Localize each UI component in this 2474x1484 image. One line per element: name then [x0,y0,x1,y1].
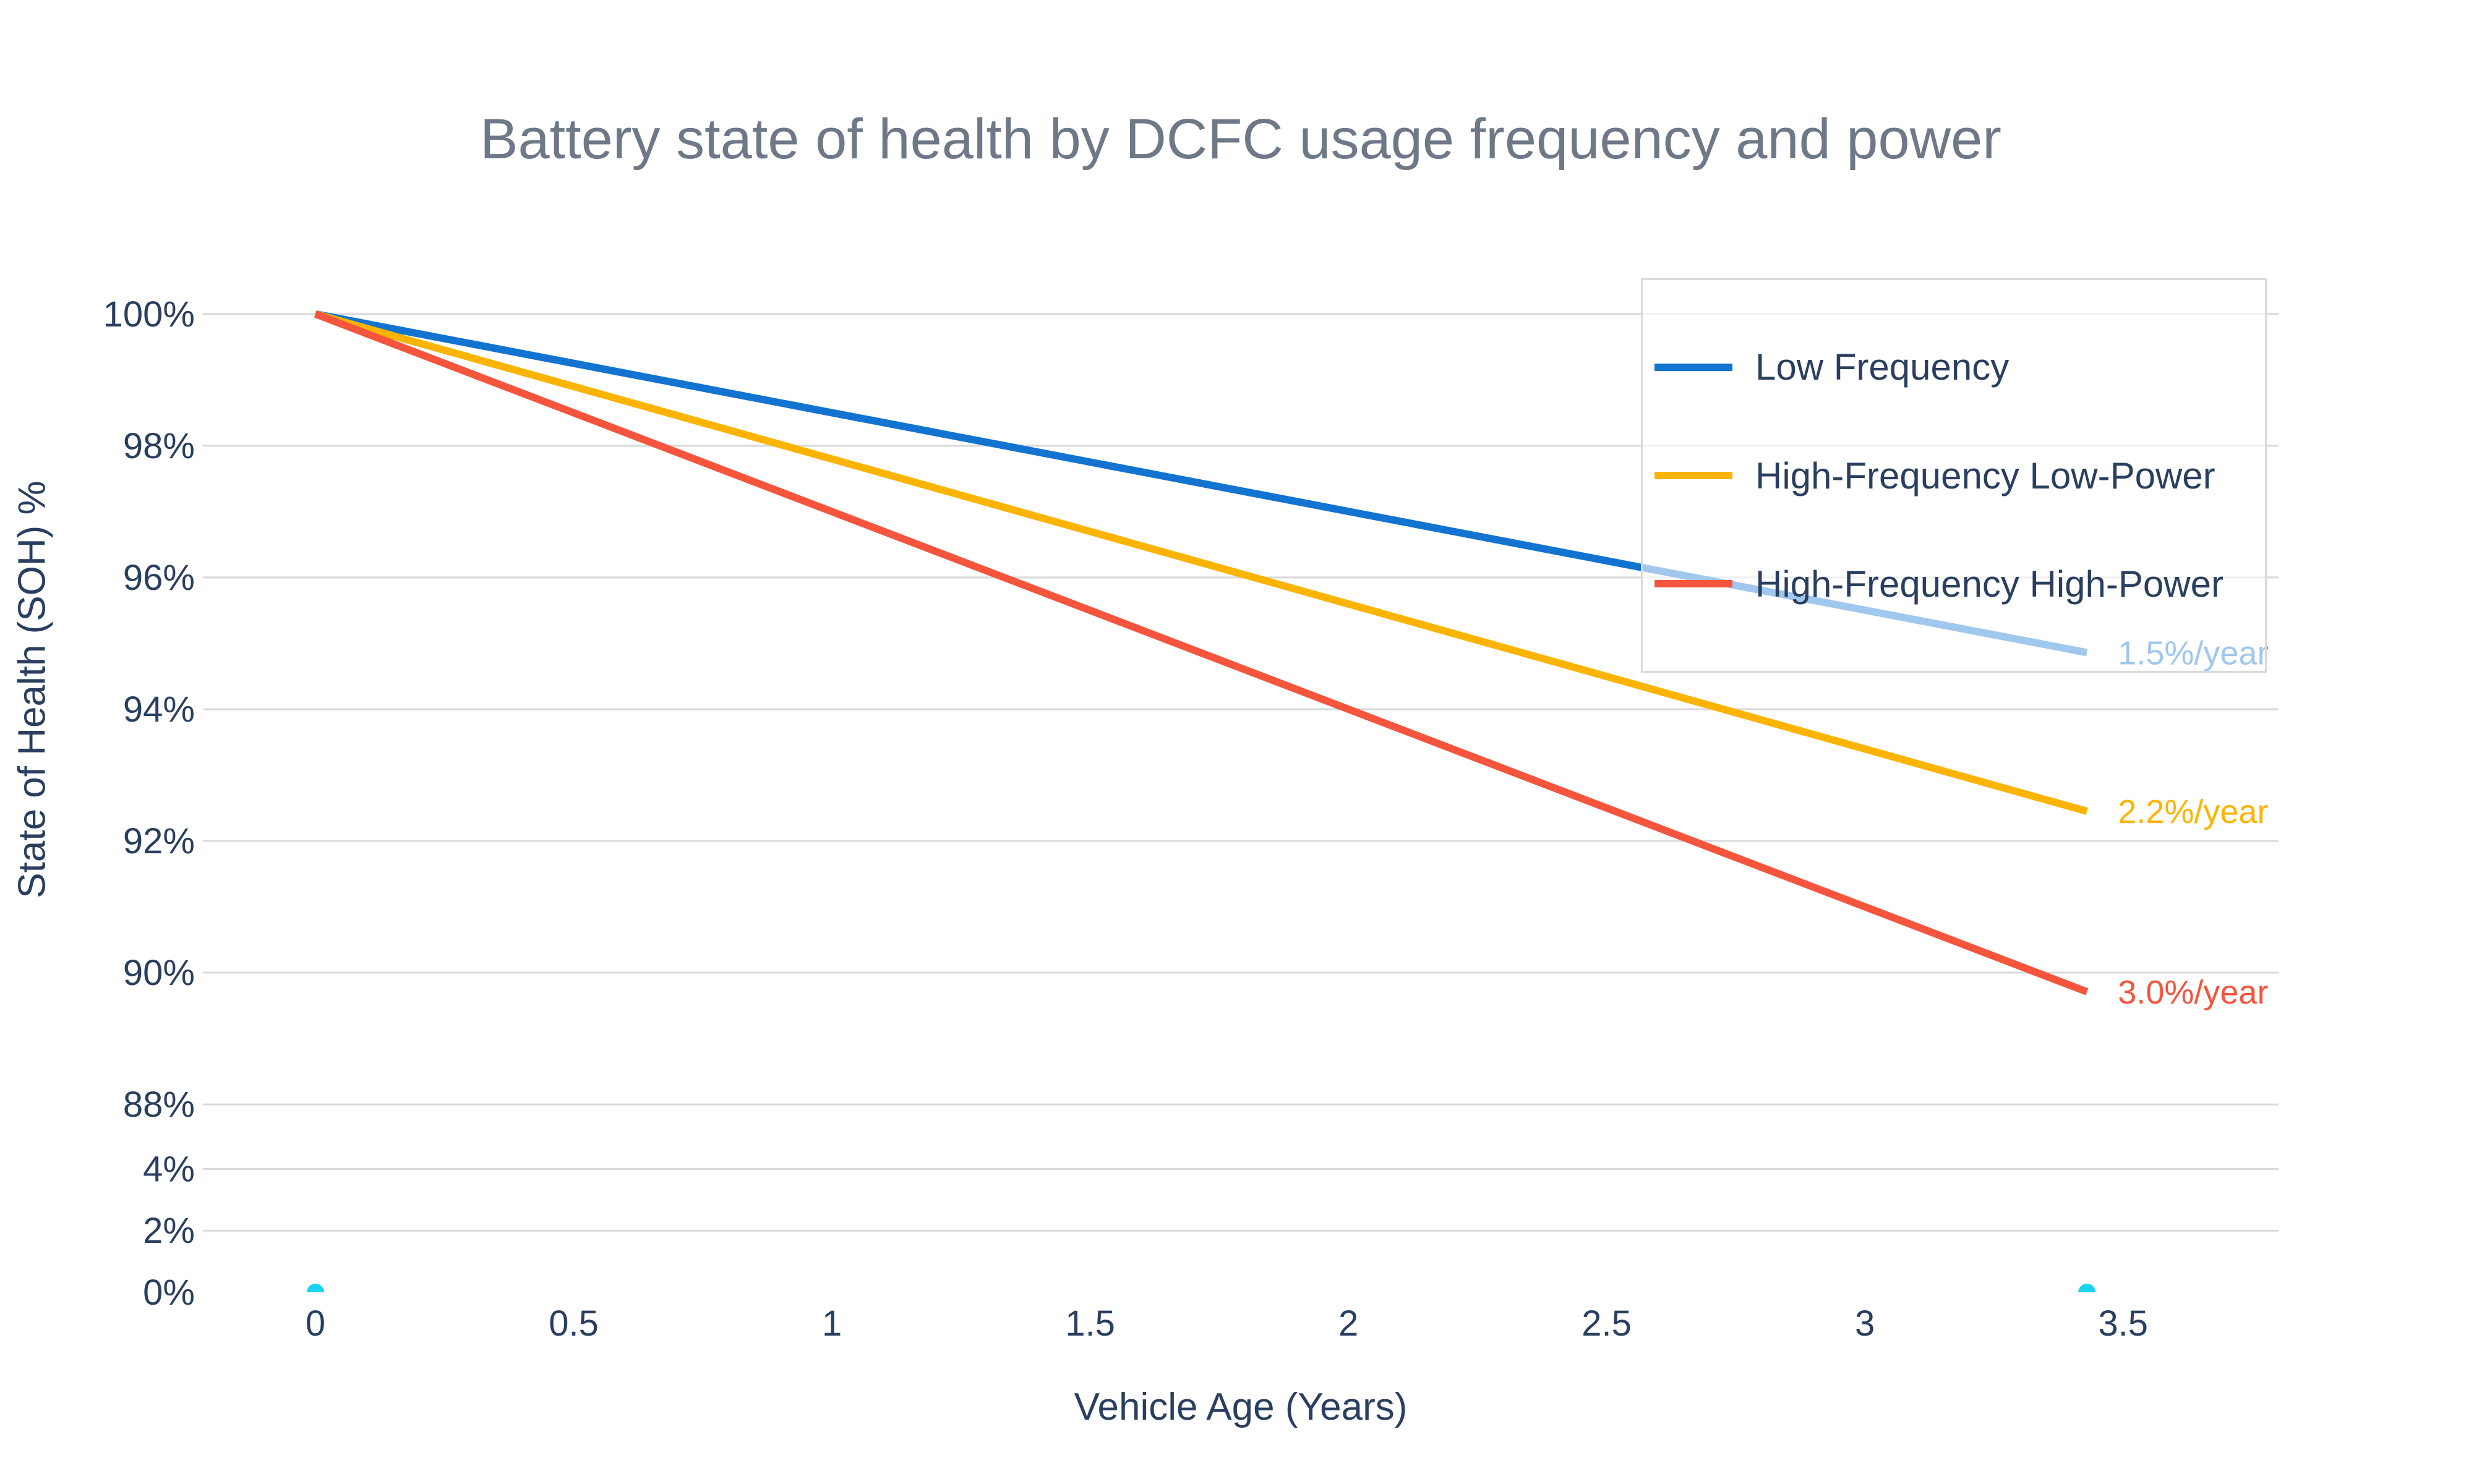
rate-annotation: 2.2%/year [2118,793,2268,830]
y-tick-label: 4% [143,1149,195,1189]
legend-item-low-frequency[interactable]: Low Frequency [1654,346,2265,388]
y-tick-label: 98% [123,426,195,466]
rate-annotation: 3.0%/year [2118,974,2268,1011]
legend-item-high-frequency-low-power[interactable]: High-Frequency Low-Power [1654,454,2265,497]
legend-item-label: High-Frequency High-Power [1755,563,2224,605]
x-tick-label: 0 [306,1303,325,1344]
x-tick-label: 3.5 [2098,1303,2148,1344]
legend-swatch-icon [1654,472,1732,479]
x-tick-label: 1.5 [1065,1303,1115,1344]
x-tick-label: 2 [1338,1303,1358,1344]
series-marker [2078,1284,2096,1292]
legend-item-high-frequency-high-power[interactable]: High-Frequency High-Power [1654,563,2265,605]
y-tick-label: 100% [103,294,195,335]
series-marker [307,1284,325,1292]
y-tick-label: 88% [123,1085,195,1125]
y-tick-label: 92% [123,821,195,861]
series-line-high-frequency-low-power [314,310,2088,815]
y-tick-label: 2% [143,1211,195,1251]
y-tick-label: 90% [123,953,195,993]
x-tick-label: 3 [1855,1303,1875,1344]
legend-swatch-icon [1654,580,1732,588]
y-tick-label: 94% [123,689,195,730]
legend-swatch-icon [1654,363,1732,371]
y-tick-label: 96% [123,558,195,598]
series-line-high-frequency-high-power [314,310,2089,996]
x-tick-label: 1 [822,1303,842,1344]
x-tick-label: 0.5 [549,1303,599,1344]
legend-item-label: Low Frequency [1755,346,2010,388]
x-tick-label: 2.5 [1582,1303,1632,1344]
x-axis-title: Vehicle Age (Years) [1074,1386,1408,1428]
legend: Low Frequency High-Frequency Low-Power Hig… [1641,278,2267,673]
legend-item-label: High-Frequency Low-Power [1755,454,2215,497]
y-tick-label: 0% [143,1273,195,1313]
y-axis-title: State of Health (SOH) % [11,480,54,898]
chart-title: Battery state of health by DCFC usage fr… [480,108,2001,171]
